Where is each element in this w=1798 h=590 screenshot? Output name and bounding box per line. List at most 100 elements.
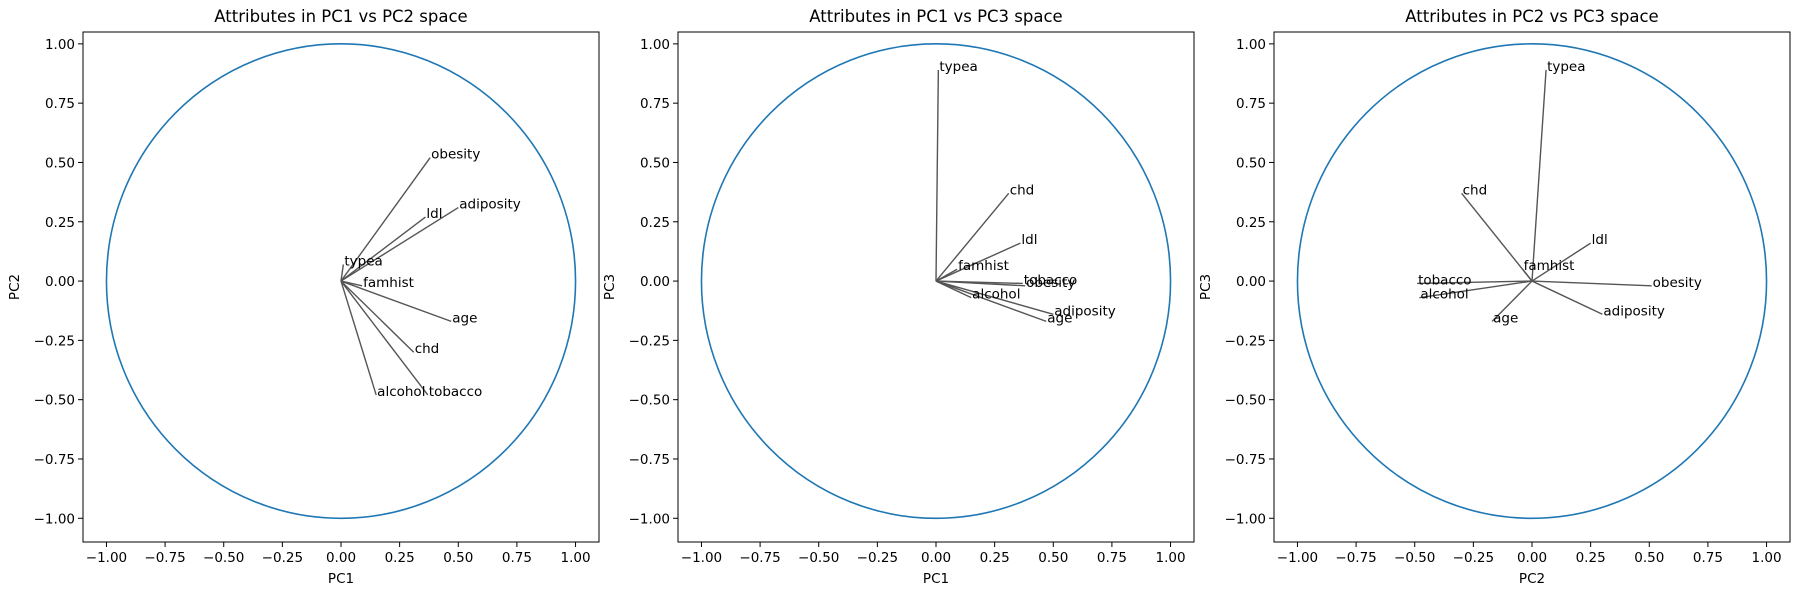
loading-vector-ldl (935, 242, 1021, 282)
y-tick-label: 0.00 (45, 274, 75, 290)
y-axis-label: PC3 (1198, 274, 1214, 300)
y-tick-label: 0.00 (1236, 274, 1266, 290)
loading-label-ldl: ldl (1021, 232, 1037, 248)
y-axis-label: PC3 (602, 274, 618, 300)
x-tick-label: 0.00 (921, 550, 951, 566)
loading-label-typea: typea (939, 59, 977, 75)
loading-label-alcohol: alcohol (1420, 287, 1468, 303)
loading-vector-adiposity (1531, 280, 1603, 315)
y-tick-label: 0.50 (45, 155, 75, 171)
chart-title: Attributes in PC1 vs PC3 space (809, 7, 1062, 26)
loading-label-tobacco: tobacco (1418, 272, 1472, 288)
x-axis-label: PC1 (328, 571, 354, 587)
x-tick-label: −0.50 (203, 550, 244, 566)
chart-title: Attributes in PC2 vs PC3 space (1405, 7, 1658, 26)
axes-frame (82, 31, 600, 543)
loading-vector-ldl (1531, 242, 1592, 282)
x-tick-label: 0.00 (1517, 550, 1547, 566)
x-tick-label: 0.25 (980, 550, 1010, 566)
x-tick-label: 0.25 (1576, 550, 1606, 566)
y-tick-label: 1.00 (1236, 37, 1266, 53)
loading-vector-obesity (935, 280, 1026, 287)
loading-label-adiposity: adiposity (1603, 303, 1665, 319)
loading-label-age: age (1493, 310, 1518, 326)
x-axis-label: PC1 (923, 571, 949, 587)
loading-label-tobacco: tobacco (1024, 272, 1077, 288)
x-tick-label: 0.50 (443, 550, 473, 566)
x-tick-label: −0.25 (1453, 550, 1494, 566)
y-tick-label: −0.50 (34, 393, 75, 409)
loading-label-ldl: ldl (426, 206, 442, 222)
loading-label-typea: typea (344, 253, 382, 269)
loading-vector-famhist (935, 268, 958, 282)
y-tick-label: −0.75 (629, 452, 670, 468)
loading-vector-tobacco (1417, 280, 1533, 285)
y-tick-label: −1.00 (1225, 511, 1266, 527)
loading-label-obesity: obesity (1653, 275, 1702, 291)
loading-label-typea: typea (1547, 59, 1585, 75)
y-tick-label: −0.25 (34, 333, 75, 349)
loading-vector-age (1491, 280, 1533, 322)
loading-vector-chd (935, 192, 1010, 282)
x-tick-label: −0.25 (857, 550, 898, 566)
x-tick-label: −1.00 (86, 550, 127, 566)
loading-vector-alcohol (1419, 280, 1533, 299)
loading-label-tobacco: tobacco (429, 384, 483, 400)
x-tick-label: −0.75 (144, 550, 185, 566)
loading-label-famhist: famhist (363, 275, 414, 291)
loading-vector-typea (935, 69, 940, 282)
loading-vector-chd (1461, 192, 1533, 282)
y-tick-label: 0.75 (45, 96, 75, 112)
y-tick-label: 0.00 (640, 274, 670, 290)
loading-vector-age (935, 280, 1047, 323)
x-tick-label: −0.75 (739, 550, 780, 566)
loading-vector-obesity (1531, 280, 1652, 287)
y-tick-label: 0.50 (640, 155, 670, 171)
x-tick-label: 1.00 (1156, 550, 1186, 566)
y-tick-label: 0.25 (45, 215, 75, 231)
loading-label-adiposity: adiposity (459, 197, 520, 213)
y-tick-label: −0.75 (34, 452, 75, 468)
loading-label-chd: chd (1463, 182, 1488, 198)
x-tick-label: −0.50 (798, 550, 839, 566)
loading-label-ldl: ldl (1592, 232, 1608, 248)
x-tick-label: 0.50 (1634, 550, 1664, 566)
loading-vector-tobacco (340, 280, 429, 396)
unit-circle (1296, 43, 1768, 520)
y-tick-label: −0.25 (1225, 333, 1266, 349)
x-tick-label: 1.00 (561, 550, 591, 566)
loading-label-age: age (1047, 310, 1072, 326)
x-tick-label: 1.00 (1752, 550, 1782, 566)
loading-label-alcohol: alcohol (377, 384, 425, 400)
y-tick-label: −0.50 (1225, 393, 1266, 409)
x-tick-label: −0.25 (262, 550, 303, 566)
loading-vector-typea (1531, 69, 1547, 282)
loading-label-chd: chd (1010, 182, 1035, 198)
y-tick-label: −1.00 (629, 511, 670, 527)
x-tick-label: −1.00 (681, 550, 722, 566)
loading-label-obesity: obesity (431, 147, 480, 163)
x-tick-label: 0.75 (502, 550, 532, 566)
loading-vector-adiposity (340, 206, 459, 282)
y-tick-label: 0.75 (640, 96, 670, 112)
y-axis-label: PC2 (7, 274, 23, 300)
y-tick-label: −1.00 (34, 511, 75, 527)
loading-vector-obesity (340, 157, 431, 282)
loading-vector-typea (340, 264, 345, 282)
x-tick-label: −0.75 (1335, 550, 1376, 566)
loading-vector-adiposity (935, 280, 1054, 315)
axes-frame (1273, 31, 1791, 543)
y-tick-label: −0.75 (1225, 452, 1266, 468)
x-tick-label: 0.25 (385, 550, 415, 566)
x-tick-label: 0.00 (326, 550, 356, 566)
y-tick-label: 0.75 (1236, 96, 1266, 112)
x-axis-label: PC2 (1519, 571, 1545, 587)
loading-label-age: age (452, 310, 477, 326)
loading-label-adiposity: adiposity (1054, 303, 1116, 319)
x-tick-label: −1.00 (1277, 550, 1318, 566)
y-tick-label: −0.25 (629, 333, 670, 349)
chart-panel-3: typea chd ldl famhist tobacco obesity alcohol a… (1198, 7, 1791, 587)
